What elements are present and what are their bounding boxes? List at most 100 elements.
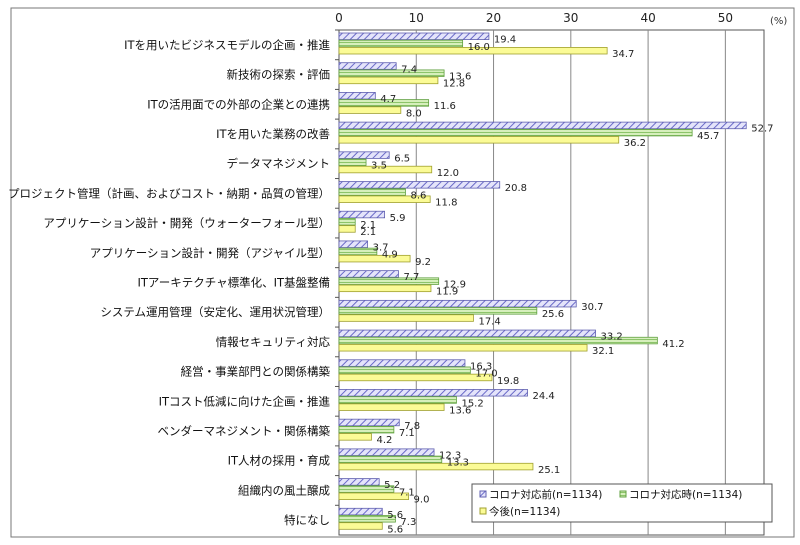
bar (338, 92, 376, 100)
data-label: 12.3 (439, 450, 461, 461)
data-label: 16.0 (468, 42, 490, 53)
legend-label: コロナ対応時(n=1134) (629, 488, 742, 501)
data-label: 7.1 (399, 428, 415, 439)
bar (338, 359, 466, 367)
bar (338, 329, 596, 338)
bar (338, 455, 443, 464)
bar (338, 165, 433, 174)
bar (338, 39, 464, 48)
bar (338, 299, 577, 308)
category-label: アプリケーション設計・開発（アジャイル型） (90, 246, 330, 260)
data-label: 3.7 (373, 243, 389, 254)
data-label: 8.0 (406, 108, 422, 119)
data-label: 7.7 (404, 272, 420, 283)
bar (338, 225, 356, 233)
data-label: 6.5 (394, 153, 410, 164)
category-label: IT人材の採用・育成 (228, 454, 331, 468)
data-label: 36.2 (624, 138, 646, 149)
bar (338, 62, 397, 70)
x-tick-label: 0 (335, 11, 343, 25)
bar (338, 433, 372, 441)
data-label: 9.0 (414, 495, 430, 506)
x-tick-label: 10 (409, 11, 424, 25)
bar (338, 210, 385, 219)
data-label: 11.6 (434, 101, 456, 112)
data-label: 4.2 (376, 435, 392, 446)
bar (338, 128, 693, 137)
bar (338, 99, 430, 107)
bar (338, 254, 411, 263)
bar (338, 448, 435, 456)
bar (338, 136, 620, 144)
bar (338, 247, 378, 256)
bar (338, 492, 409, 500)
data-label: 7.3 (400, 517, 416, 528)
bar (338, 270, 399, 278)
bar (338, 69, 445, 77)
bar (338, 389, 528, 397)
bar (338, 366, 471, 374)
legend-swatch (479, 507, 487, 515)
bar (338, 396, 457, 404)
data-label: 25.6 (542, 309, 564, 320)
data-label: 45.7 (697, 131, 719, 142)
bar (338, 336, 658, 345)
bar (338, 373, 493, 382)
data-label: 7.8 (404, 421, 420, 432)
bar (338, 277, 440, 285)
data-label: 12.0 (437, 168, 459, 179)
data-label: 9.2 (415, 257, 431, 268)
x-tick-label: 40 (640, 11, 655, 25)
data-label: 41.2 (662, 339, 684, 350)
chart-frame (10, 7, 795, 538)
x-tick-label: 30 (563, 11, 578, 25)
data-label: 12.8 (443, 79, 465, 90)
category-label: ITを用いたビジネスモデルの企画・推進 (124, 38, 330, 52)
category-label: 情報セキュリティ対応 (216, 335, 331, 349)
category-label: ベンダーマネジメント・関係構築 (158, 424, 331, 438)
data-label: 3.5 (371, 161, 387, 172)
data-label: 7.1 (399, 487, 415, 498)
bar (338, 32, 490, 40)
category-label: データマネジメント (227, 157, 331, 171)
data-label: 11.9 (436, 287, 458, 298)
category-label: 特になし (284, 513, 330, 527)
bar (338, 418, 400, 427)
category-label: 経営・事業部門との関係構築 (181, 365, 331, 379)
bar (338, 462, 534, 471)
data-label: 8.6 (410, 190, 426, 201)
bar (338, 158, 367, 167)
data-label: 19.8 (497, 376, 519, 387)
category-label: アプリケーション設計・開発（ウォーターフォール型） (43, 216, 330, 230)
category-label: システム運用管理（安定化、運用状況管理） (100, 305, 330, 319)
legend-label: コロナ対応前(n=1134) (489, 488, 602, 501)
data-label: 13.6 (449, 405, 471, 416)
data-label: 12.9 (444, 279, 466, 290)
bar (338, 195, 431, 203)
bar (338, 240, 368, 248)
data-label: 15.2 (461, 398, 483, 409)
data-label: 7.4 (401, 64, 417, 75)
data-label: 52.7 (751, 124, 773, 135)
x-tick-label: 20 (486, 11, 501, 25)
x-tick-label: 50 (718, 11, 733, 25)
legend-swatch (619, 490, 627, 498)
data-label: 5.9 (390, 213, 406, 224)
category-label: ITアーキテクチャ標準化、IT基盤整備 (137, 276, 330, 290)
category-label: ITを用いた業務の改善 (216, 127, 330, 141)
bar (338, 284, 432, 293)
data-label: 30.7 (581, 302, 603, 313)
bar (338, 485, 395, 493)
bar (338, 425, 395, 434)
data-label: 13.3 (447, 458, 469, 469)
legend: コロナ対応前(n=1134) コロナ対応時(n=1134) 今後(n=1134) (471, 483, 773, 523)
bar (338, 121, 747, 130)
data-label: 33.2 (601, 332, 623, 343)
data-label: 5.6 (387, 524, 403, 535)
data-label: 16.3 (470, 361, 492, 372)
bar (338, 522, 383, 530)
bar (338, 188, 406, 196)
data-label: 20.8 (505, 183, 527, 194)
data-label: 17.0 (475, 369, 497, 380)
